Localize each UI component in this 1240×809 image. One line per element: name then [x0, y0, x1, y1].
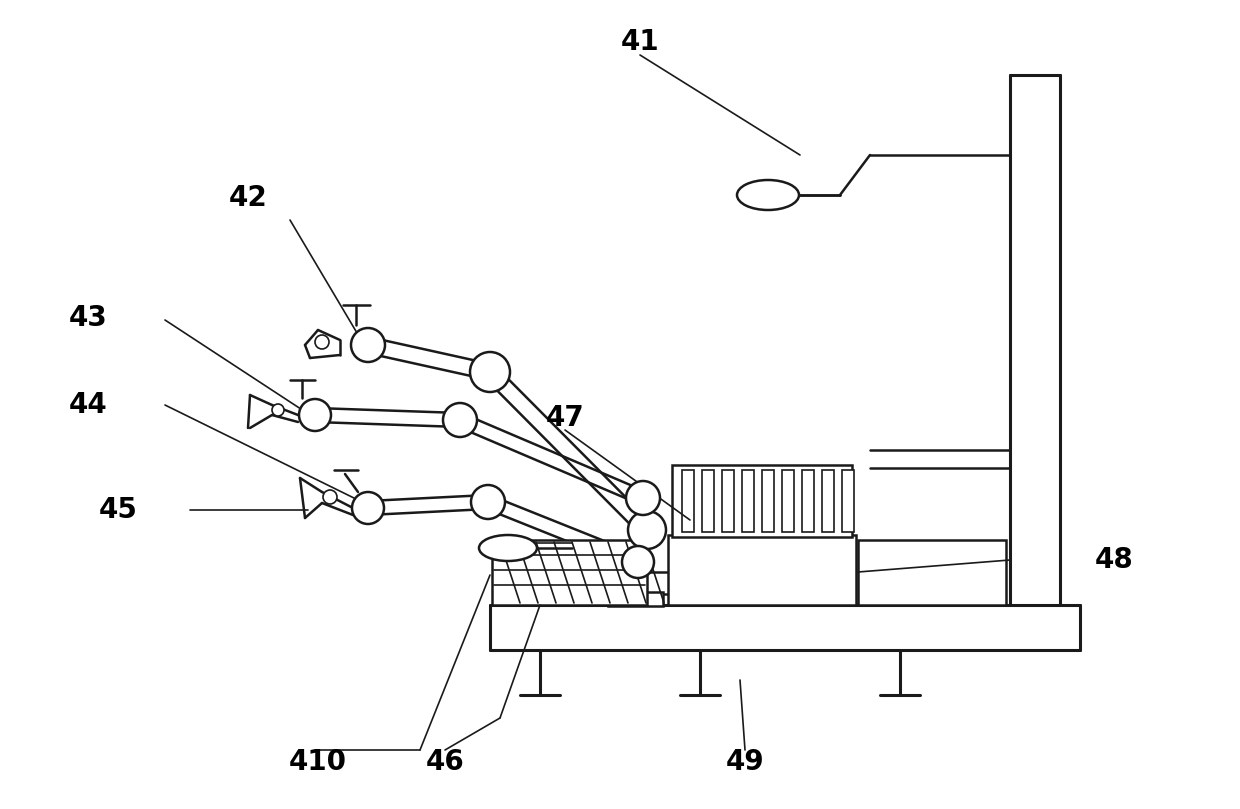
Text: 45: 45: [98, 496, 138, 524]
Circle shape: [352, 492, 384, 524]
Text: 42: 42: [228, 184, 268, 212]
Circle shape: [443, 403, 477, 437]
Text: 47: 47: [546, 404, 584, 432]
Bar: [722, 470, 734, 532]
Text: 46: 46: [425, 748, 464, 776]
Circle shape: [471, 485, 505, 519]
Text: 49: 49: [725, 748, 764, 776]
Bar: [668, 535, 856, 605]
Ellipse shape: [737, 180, 799, 210]
Bar: [822, 470, 835, 532]
Bar: [842, 470, 854, 532]
Bar: [492, 540, 647, 605]
Bar: [672, 465, 852, 537]
Circle shape: [322, 490, 337, 504]
Text: 41: 41: [621, 28, 660, 56]
Text: 48: 48: [1095, 546, 1133, 574]
Ellipse shape: [479, 535, 537, 561]
Bar: [763, 470, 774, 532]
Bar: [782, 470, 794, 532]
Text: 44: 44: [68, 391, 108, 419]
Bar: [590, 572, 684, 594]
Bar: [682, 470, 694, 532]
Bar: [608, 592, 663, 606]
Circle shape: [627, 511, 666, 549]
Circle shape: [299, 399, 331, 431]
Circle shape: [622, 546, 653, 578]
Bar: [858, 540, 1006, 605]
Bar: [802, 470, 813, 532]
Circle shape: [272, 404, 284, 416]
Circle shape: [470, 352, 510, 392]
Text: 43: 43: [68, 304, 108, 332]
Circle shape: [315, 335, 329, 349]
Circle shape: [626, 481, 660, 515]
Text: 410: 410: [289, 748, 347, 776]
Bar: [742, 470, 754, 532]
Bar: [702, 470, 714, 532]
Circle shape: [351, 328, 384, 362]
